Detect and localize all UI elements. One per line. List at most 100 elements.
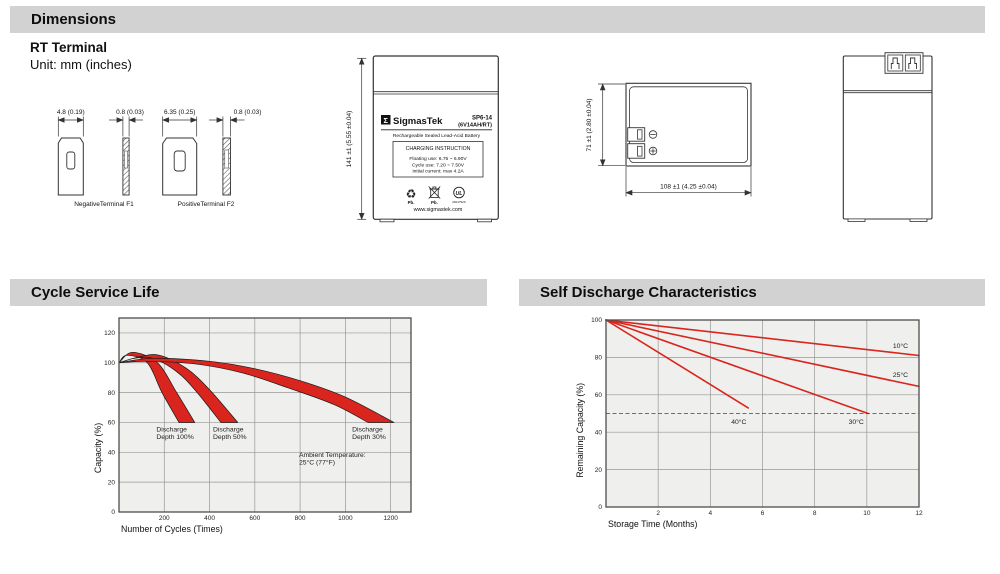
pb-recycle-label: Pb.	[408, 200, 415, 205]
svg-text:30°C: 30°C	[849, 418, 864, 426]
svg-text:1000: 1000	[338, 515, 353, 522]
website-url: www.sigmastek.com	[413, 207, 463, 213]
sigmastek-logo	[381, 115, 391, 125]
caption-positive-terminal: PositiveTerminal F2	[178, 201, 235, 208]
dim-width-f2: 6.35 (0.25)	[164, 109, 195, 116]
svg-text:2: 2	[656, 510, 660, 517]
svg-text:200: 200	[159, 515, 170, 522]
svg-text:Capacity (%): Capacity (%)	[93, 423, 103, 473]
svg-text:800: 800	[295, 515, 306, 522]
battery-side-outline	[842, 55, 933, 220]
charging-line-cycle: Cycle use: 7.20 ~ 7.50V	[412, 162, 465, 168]
model-number: SP6-14	[472, 116, 493, 122]
svg-text:8: 8	[813, 510, 817, 517]
terminal-slot-f1	[66, 151, 76, 170]
terminal-detail-drawing: 4.8 (0.19) 0.8 (0.03) NegativeTerminal F…	[57, 109, 262, 208]
battery-foot	[379, 218, 395, 223]
ul-file-number: MH47929	[452, 200, 465, 204]
topview-height-dimension: 71 ±1 (2.80 ±0.04)	[586, 83, 625, 167]
positive-terminal-drawing: 6.35 (0.25) 0.8 (0.03) PositiveTerminal …	[161, 109, 262, 208]
battery-label: Σ SigmasTek SP6-14 (6V14AH/RT) Rechargea…	[381, 115, 493, 213]
rt-terminal-heading: RT Terminal	[30, 40, 108, 55]
svg-text:Storage Time (Months): Storage Time (Months)	[608, 519, 698, 529]
svg-text:10: 10	[863, 510, 871, 517]
section-header-dimensions: Dimensions	[10, 6, 985, 33]
svg-text:12: 12	[915, 510, 923, 517]
model-spec: (6V14AH/RT)	[458, 123, 492, 129]
topview-terminals	[627, 127, 658, 159]
dim-height-71: 71 ±1 (2.80 ±0.04)	[586, 98, 593, 151]
terminal-slot-f2	[173, 150, 186, 172]
battery-top-view: 71 ±1 (2.80 ±0.04) 108 ±1 (4.25 ±0.04)	[586, 82, 752, 197]
charging-title: CHARGING INSTRUCTION	[406, 146, 471, 152]
dim-thickness-f1: 0.8 (0.03)	[116, 109, 144, 116]
connector-housing-2	[904, 54, 921, 72]
battery-foot	[477, 218, 493, 223]
svg-text:25°C: 25°C	[893, 371, 908, 379]
svg-text:400: 400	[204, 515, 215, 522]
caption-negative-terminal: NegativeTerminal F1	[74, 201, 134, 208]
section-title: Cycle Service Life	[31, 284, 160, 301]
dim-height-141: 141 ±1 (5.55 ±0.04)	[346, 111, 353, 168]
svg-text:4: 4	[709, 510, 713, 517]
unit-note: Unit: mm (inches)	[30, 57, 132, 72]
svg-text:Number of Cycles (Times): Number of Cycles (Times)	[121, 524, 223, 534]
negative-terminal-drawing: 4.8 (0.19) 0.8 (0.03) NegativeTerminal F…	[57, 109, 144, 208]
dim-thickness-f2: 0.8 (0.03)	[234, 109, 262, 116]
side-feet	[847, 218, 928, 222]
battery-front-view: 141 ±1 (5.55 ±0.04) Σ SigmasTek SP6-14 (…	[346, 55, 499, 223]
battery-type-line: Rechargeable Sealed Lead-Acid Battery	[393, 133, 481, 139]
svg-text:80: 80	[595, 355, 603, 362]
side-terminal-connectors	[884, 52, 924, 74]
svg-text:20: 20	[108, 479, 116, 486]
connector-blade-2	[908, 57, 917, 69]
section-title: Self Discharge Characteristics	[540, 284, 757, 301]
svg-text:60: 60	[108, 420, 116, 427]
svg-text:80: 80	[108, 390, 116, 397]
svg-text:Ambient Temperature:25°C (77°F: Ambient Temperature: 25°C (77°F)	[299, 452, 366, 467]
svg-text:40: 40	[108, 450, 116, 457]
svg-text:100: 100	[104, 360, 115, 367]
charging-line-floating: Floating use: 6.75 ~ 6.90V	[409, 156, 467, 162]
cycle-service-life-chart: 0 20 40 60 80 100 120 200 400 600 800 1000 1200 Disch…	[93, 317, 412, 534]
svg-text:60: 60	[595, 392, 603, 399]
svg-text:Remaining Capacity (%): Remaining Capacity (%)	[575, 383, 585, 478]
svg-text:120: 120	[104, 330, 115, 337]
section-header-cycle-service-life: Cycle Service Life	[10, 279, 487, 306]
ul-letters: UL	[456, 191, 463, 197]
pb-bin-label: Pb.	[431, 200, 438, 205]
topview-width-dimension: 108 ±1 (4.25 ±0.04)	[625, 167, 752, 197]
self-discharge-chart: 0 20 40 60 80 100 2 4 6 8 10 12 10°C 25°C 30°C 40°C Stor…	[575, 317, 923, 529]
brand-name: SigmasTek	[393, 116, 443, 127]
svg-text:100: 100	[591, 317, 602, 324]
dim-width-f1: 4.8 (0.19)	[57, 109, 85, 116]
section-header-self-discharge: Self Discharge Characteristics	[519, 279, 985, 306]
ul-mark-icon: UL	[453, 186, 465, 199]
battery-top-outline	[625, 82, 752, 167]
charging-line-current: Initial current: max 4.2A	[412, 169, 464, 175]
connector-blade-1	[890, 57, 900, 69]
svg-text:20: 20	[595, 467, 603, 474]
svg-text:40: 40	[595, 429, 603, 436]
battery-front-outline	[372, 55, 499, 223]
svg-text:1200: 1200	[383, 515, 398, 522]
svg-text:10°C: 10°C	[893, 342, 908, 350]
pb-crossed-bin-icon	[428, 186, 441, 199]
connector-housing-1	[887, 54, 904, 72]
pb-recycle-icon: ♻	[406, 187, 417, 201]
negative-symbol	[648, 130, 658, 139]
svg-text:40°C: 40°C	[731, 418, 746, 426]
battery-side-view	[842, 52, 933, 222]
section-title: Dimensions	[31, 11, 117, 28]
positive-symbol	[648, 146, 658, 156]
svg-text:600: 600	[249, 515, 260, 522]
sigma-glyph: Σ	[384, 116, 389, 125]
svg-text:6: 6	[761, 510, 765, 517]
svg-text:0: 0	[598, 504, 602, 511]
charging-instruction-box	[392, 141, 484, 178]
svg-text:0: 0	[111, 509, 115, 516]
